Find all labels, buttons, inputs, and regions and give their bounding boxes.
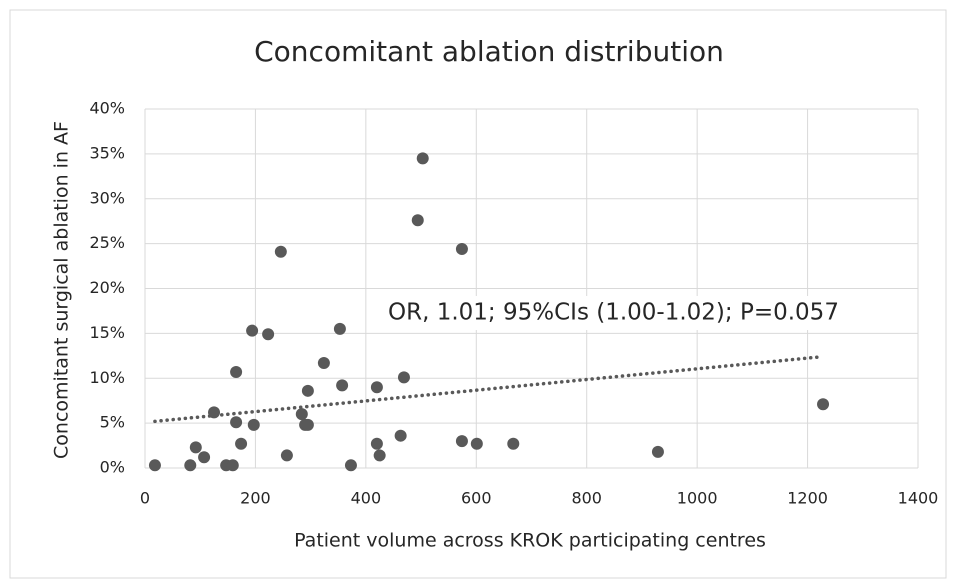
trendline xyxy=(153,354,824,424)
y-tick-label: 10% xyxy=(89,368,125,387)
x-tick-label: 600 xyxy=(461,489,492,508)
point xyxy=(274,245,287,258)
point xyxy=(455,435,468,448)
y-tick-label: 40% xyxy=(89,99,125,118)
point xyxy=(336,379,349,392)
annotation: OR, 1.01; 95%CIs (1.00-1.02); P=0.057 xyxy=(388,300,839,326)
x-tick-label: 200 xyxy=(240,489,271,508)
y-tick-label: 30% xyxy=(89,188,125,207)
point xyxy=(184,459,197,472)
point xyxy=(230,365,243,378)
point xyxy=(411,214,424,227)
point xyxy=(148,459,161,472)
x-tick-label: 800 xyxy=(571,489,602,508)
y-tick-label: 20% xyxy=(89,278,125,297)
point xyxy=(651,445,664,458)
y-tick-label: 35% xyxy=(89,143,125,162)
point xyxy=(301,384,314,397)
point xyxy=(262,328,275,341)
y-axis-label: Concomitant surgical ablation in AF xyxy=(51,121,73,459)
point xyxy=(235,437,248,450)
y-tick-label: 5% xyxy=(100,413,125,432)
point xyxy=(397,371,410,384)
x-axis-label: Patient volume across KROK participating… xyxy=(294,530,766,552)
y-tick-label: 0% xyxy=(100,458,125,477)
x-tick-label: 1000 xyxy=(677,489,718,508)
point xyxy=(198,451,211,464)
point xyxy=(247,418,260,431)
point xyxy=(317,356,330,369)
y-tick-label: 15% xyxy=(89,323,125,342)
x-tick-label: 0 xyxy=(140,489,150,508)
y-tick-label: 25% xyxy=(89,233,125,252)
point xyxy=(344,459,357,472)
point xyxy=(416,152,429,165)
x-tick-label: 1200 xyxy=(787,489,828,508)
point xyxy=(470,437,483,450)
point xyxy=(230,416,243,429)
chart-frame xyxy=(9,9,947,579)
point xyxy=(295,408,308,421)
point xyxy=(394,429,407,442)
x-tick-label: 1400 xyxy=(898,489,939,508)
point xyxy=(280,449,293,462)
chart-title: Concomitant ablation distribution xyxy=(254,35,724,68)
x-tick-label: 400 xyxy=(351,489,382,508)
point xyxy=(226,459,239,472)
annotation-bg xyxy=(383,296,908,330)
point xyxy=(333,322,346,335)
point xyxy=(189,441,202,454)
point xyxy=(455,243,468,256)
point xyxy=(373,449,386,462)
point xyxy=(301,418,314,431)
point xyxy=(246,324,259,337)
point xyxy=(817,398,830,411)
point xyxy=(370,381,383,394)
point xyxy=(370,437,383,450)
point xyxy=(507,437,520,450)
